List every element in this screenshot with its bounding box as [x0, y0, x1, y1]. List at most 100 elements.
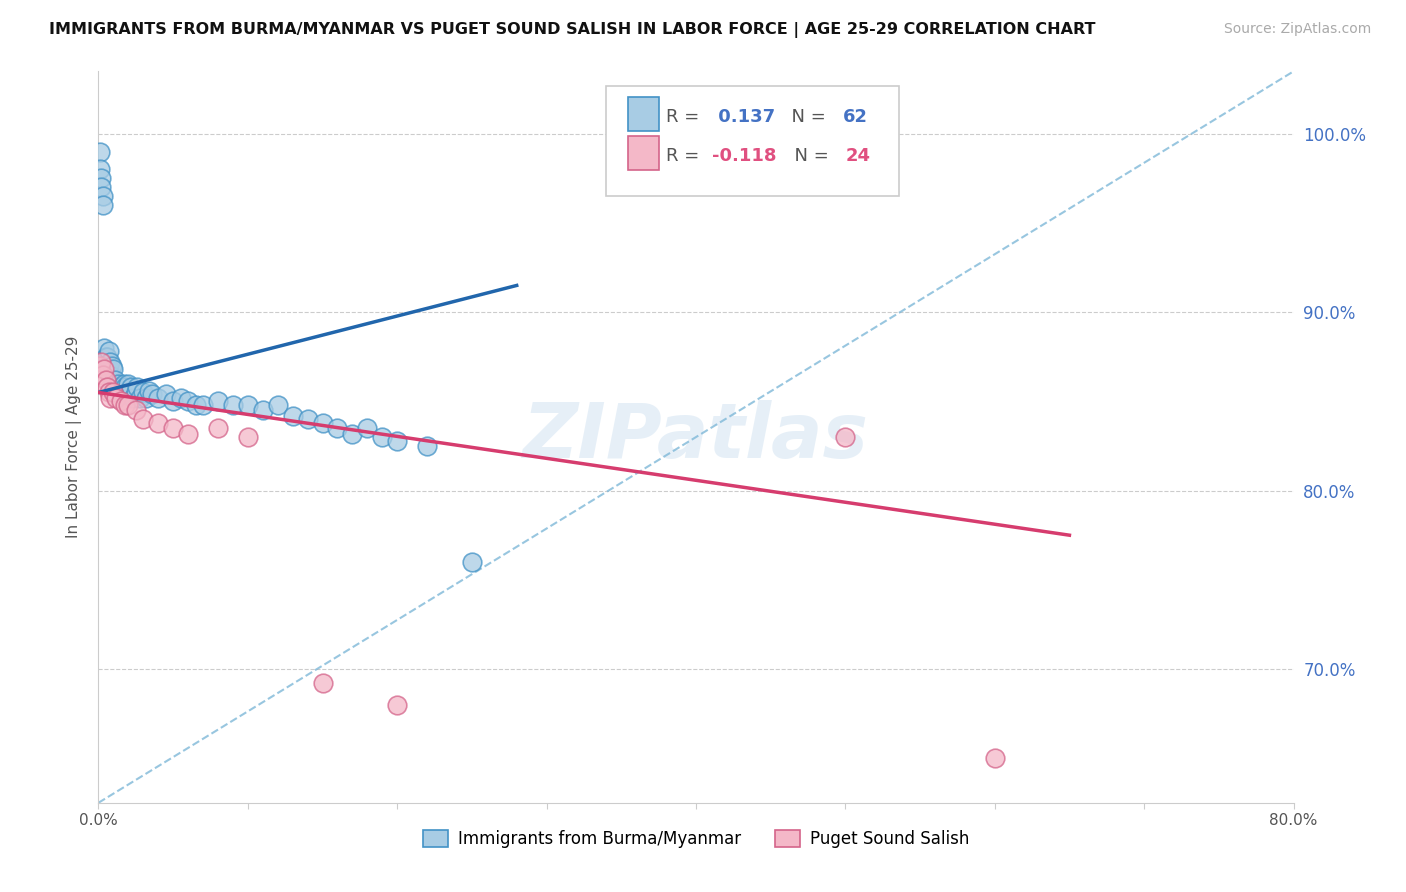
Point — [127, 380, 149, 394]
Point — [98, 368, 122, 382]
Point — [96, 380, 118, 394]
Text: 0.137: 0.137 — [711, 108, 775, 126]
Text: R =: R = — [666, 147, 704, 165]
Point — [342, 426, 364, 441]
Point — [112, 376, 135, 391]
Text: IMMIGRANTS FROM BURMA/MYANMAR VS PUGET SOUND SALISH IN LABOR FORCE | AGE 25-29 C: IMMIGRANTS FROM BURMA/MYANMAR VS PUGET S… — [49, 22, 1095, 38]
Point — [91, 189, 114, 203]
Point — [252, 403, 274, 417]
Point — [120, 380, 142, 394]
Point — [105, 391, 128, 405]
Point — [98, 391, 122, 405]
Point — [155, 387, 177, 401]
Point — [416, 439, 439, 453]
Point — [148, 391, 170, 405]
Point — [89, 359, 111, 373]
Point — [207, 421, 229, 435]
Point — [132, 412, 155, 426]
Point — [177, 426, 200, 441]
Point — [105, 380, 128, 394]
Text: N =: N = — [783, 147, 835, 165]
Point — [93, 341, 115, 355]
Point — [371, 430, 394, 444]
Point — [114, 380, 136, 394]
Point — [103, 362, 125, 376]
Point — [162, 421, 184, 435]
Point — [118, 385, 141, 400]
Legend: Immigrants from Burma/Myanmar, Puget Sound Salish: Immigrants from Burma/Myanmar, Puget Sou… — [415, 822, 977, 856]
Point — [111, 385, 134, 400]
Point — [162, 394, 184, 409]
Point — [94, 373, 117, 387]
Point — [90, 171, 112, 186]
Point — [311, 416, 333, 430]
Point — [125, 385, 148, 400]
Text: N =: N = — [779, 108, 831, 126]
Point — [97, 362, 120, 376]
Point — [94, 350, 117, 364]
Point — [191, 398, 214, 412]
Point — [169, 391, 191, 405]
Point — [101, 359, 124, 373]
Point — [103, 380, 125, 394]
Point — [117, 376, 139, 391]
Point — [311, 676, 333, 690]
Point — [114, 398, 136, 412]
Point — [141, 387, 163, 401]
Point — [91, 198, 114, 212]
Point — [281, 409, 304, 423]
Point — [121, 391, 143, 405]
FancyBboxPatch shape — [628, 136, 659, 170]
Text: -0.118: -0.118 — [711, 147, 776, 165]
Point — [236, 398, 259, 412]
Point — [97, 385, 120, 400]
Y-axis label: In Labor Force | Age 25-29: In Labor Force | Age 25-29 — [66, 336, 83, 538]
Point — [115, 385, 138, 400]
Point — [129, 391, 152, 405]
Point — [93, 362, 115, 376]
Point — [96, 359, 118, 373]
Point — [356, 421, 378, 435]
Point — [984, 751, 1007, 765]
Point — [834, 430, 856, 444]
Point — [93, 359, 115, 373]
Point — [107, 376, 129, 391]
Point — [297, 412, 319, 426]
Point — [236, 430, 259, 444]
Text: 62: 62 — [844, 108, 868, 126]
Point — [96, 350, 118, 364]
Point — [177, 394, 200, 409]
Point — [98, 355, 122, 369]
Point — [101, 376, 124, 391]
Point — [94, 359, 117, 373]
Point — [110, 394, 132, 409]
Point — [138, 384, 160, 398]
Text: Source: ZipAtlas.com: Source: ZipAtlas.com — [1223, 22, 1371, 37]
Point — [91, 368, 114, 382]
Point — [108, 384, 131, 398]
Point — [89, 145, 111, 159]
Point — [135, 391, 157, 405]
Point — [89, 162, 111, 177]
Point — [326, 421, 349, 435]
Point — [385, 698, 409, 712]
Text: 24: 24 — [845, 147, 870, 165]
Point — [103, 385, 125, 400]
Point — [385, 434, 409, 448]
Point — [461, 555, 484, 569]
Point — [207, 394, 229, 409]
Point — [104, 373, 127, 387]
Point — [110, 380, 132, 394]
Point — [117, 398, 139, 412]
Point — [90, 355, 112, 369]
Text: R =: R = — [666, 108, 704, 126]
FancyBboxPatch shape — [628, 97, 659, 130]
Point — [267, 398, 290, 412]
Point — [125, 403, 148, 417]
Point — [97, 344, 120, 359]
Point — [184, 398, 207, 412]
Point — [148, 416, 170, 430]
Text: ZIPatlas: ZIPatlas — [523, 401, 869, 474]
Point — [222, 398, 245, 412]
FancyBboxPatch shape — [606, 86, 900, 195]
